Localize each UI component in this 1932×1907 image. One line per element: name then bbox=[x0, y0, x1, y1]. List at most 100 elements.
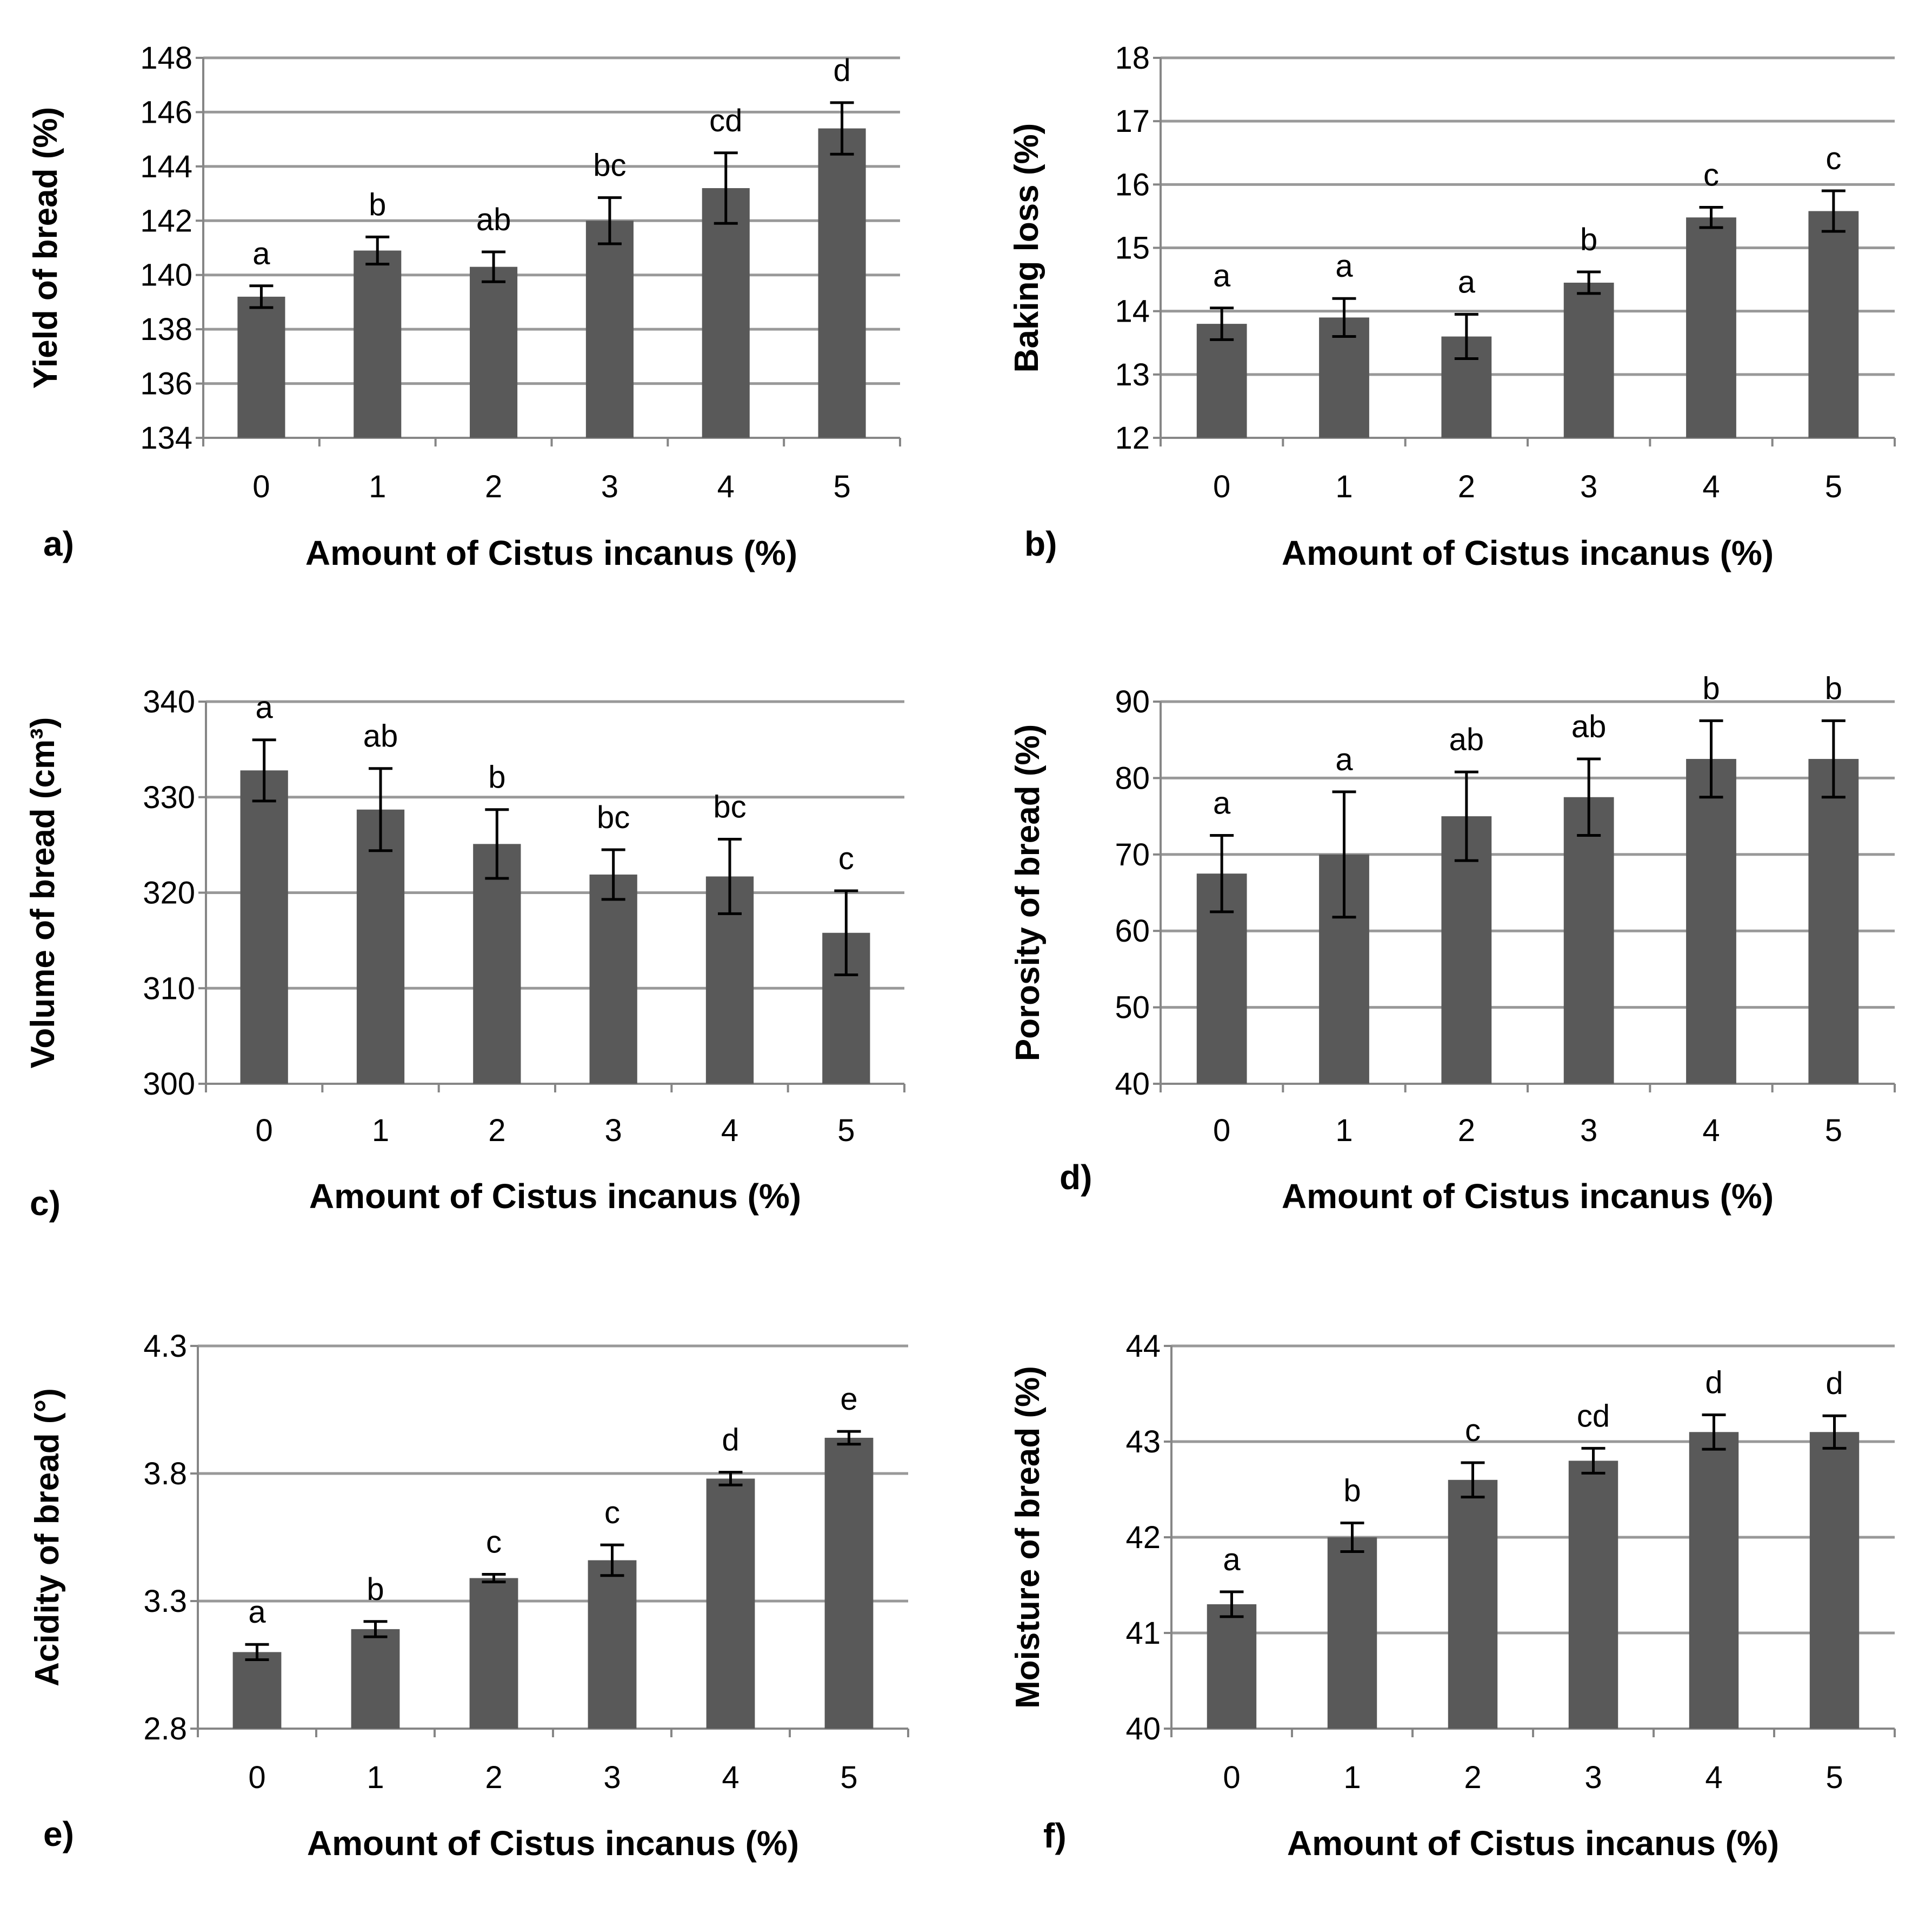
x-tick-label: 5 bbox=[1825, 1113, 1842, 1148]
significance-letter: e bbox=[840, 1382, 857, 1417]
x-tick-label: 0 bbox=[1223, 1760, 1240, 1795]
x-tick-label: 2 bbox=[1458, 1113, 1475, 1148]
x-tick-label: 2 bbox=[485, 1760, 502, 1795]
x-tick-label: 1 bbox=[1343, 1760, 1361, 1795]
significance-letter: c bbox=[1465, 1413, 1481, 1448]
significance-letter: a bbox=[1213, 258, 1231, 294]
y-tick-label: 310 bbox=[143, 971, 195, 1006]
bar bbox=[469, 1578, 518, 1729]
significance-letter: ab bbox=[476, 202, 511, 237]
significance-letter: cd bbox=[1577, 1398, 1610, 1433]
x-axis-label: Amount of Cistus incanus (%) bbox=[307, 1824, 799, 1863]
significance-letter: c bbox=[838, 841, 854, 876]
y-tick-label: 300 bbox=[143, 1066, 195, 1102]
x-tick-label: 0 bbox=[1213, 469, 1230, 504]
bar bbox=[824, 1437, 874, 1729]
bar bbox=[1809, 1432, 1860, 1729]
y-tick-label: 18 bbox=[1115, 41, 1150, 76]
significance-letter: bc bbox=[713, 790, 746, 825]
y-tick-label: 16 bbox=[1115, 167, 1150, 202]
bar bbox=[1196, 324, 1247, 438]
y-tick-label: 12 bbox=[1115, 421, 1150, 456]
significance-letter: a bbox=[252, 236, 270, 271]
x-tick-label: 3 bbox=[1584, 1760, 1602, 1795]
y-tick-label: 14 bbox=[1115, 294, 1150, 329]
significance-letter: b bbox=[1825, 671, 1842, 706]
significance-letter: cd bbox=[709, 103, 742, 138]
x-tick-label: 2 bbox=[1458, 469, 1475, 504]
panel-label: d) bbox=[1060, 1158, 1092, 1197]
x-tick-label: 4 bbox=[721, 1113, 738, 1148]
x-axis-label: Amount of Cistus incanus (%) bbox=[1287, 1824, 1779, 1863]
bar bbox=[1686, 759, 1736, 1084]
y-tick-label: 4.3 bbox=[143, 1329, 187, 1364]
y-tick-label: 40 bbox=[1115, 1066, 1150, 1102]
significance-letter: bc bbox=[593, 148, 626, 183]
y-axis-label: Moisture of bread (%) bbox=[1009, 1366, 1047, 1709]
panel-label: f) bbox=[1043, 1816, 1067, 1855]
y-axis-label: Porosity of bread (%) bbox=[1009, 724, 1047, 1062]
bar bbox=[702, 188, 750, 438]
y-tick-label: 50 bbox=[1115, 990, 1150, 1025]
y-tick-label: 17 bbox=[1115, 104, 1150, 139]
bar bbox=[1448, 1479, 1498, 1729]
x-tick-label: 2 bbox=[485, 469, 502, 504]
bar bbox=[1207, 1604, 1257, 1729]
significance-letter: d bbox=[1826, 1366, 1843, 1401]
bar bbox=[240, 770, 288, 1084]
x-tick-label: 3 bbox=[603, 1760, 621, 1795]
significance-letter: ab bbox=[1571, 709, 1607, 744]
significance-letter: b bbox=[488, 760, 505, 795]
y-tick-label: 41 bbox=[1125, 1616, 1161, 1651]
y-tick-label: 340 bbox=[143, 684, 195, 719]
bar bbox=[470, 266, 518, 438]
bar bbox=[1686, 217, 1736, 438]
x-tick-label: 0 bbox=[248, 1760, 265, 1795]
x-tick-label: 0 bbox=[252, 469, 270, 504]
significance-letter: a bbox=[1223, 1542, 1241, 1577]
x-tick-label: 5 bbox=[833, 469, 850, 504]
bar bbox=[232, 1652, 282, 1729]
x-axis-label: Amount of Cistus incanus (%) bbox=[309, 1177, 801, 1216]
significance-letter: c bbox=[1826, 141, 1841, 176]
y-axis-label: Yield of bread (%) bbox=[27, 107, 64, 389]
significance-letter: d bbox=[1705, 1365, 1722, 1400]
y-tick-label: 40 bbox=[1125, 1711, 1161, 1746]
significance-letter: c bbox=[1703, 158, 1719, 193]
bar bbox=[1808, 211, 1859, 438]
significance-letter: ab bbox=[1449, 722, 1484, 757]
bar bbox=[1808, 759, 1859, 1084]
x-tick-label: 3 bbox=[605, 1113, 622, 1148]
y-axis-label: Volume of bread (cm³) bbox=[24, 717, 62, 1069]
bar bbox=[818, 128, 866, 438]
x-tick-label: 4 bbox=[717, 469, 735, 504]
significance-letter: b bbox=[1702, 671, 1720, 706]
significance-letter: d bbox=[722, 1423, 739, 1458]
significance-letter: ab bbox=[363, 719, 398, 754]
significance-letter: d bbox=[833, 53, 850, 88]
x-tick-label: 4 bbox=[1702, 1113, 1720, 1148]
bar bbox=[354, 250, 402, 438]
x-axis-label: Amount of Cistus incanus (%) bbox=[305, 534, 797, 572]
significance-letter: c bbox=[604, 1495, 620, 1530]
y-axis-label: Baking loss (%) bbox=[1008, 123, 1045, 373]
y-tick-label: 44 bbox=[1125, 1329, 1161, 1364]
significance-letter: b bbox=[1343, 1473, 1361, 1508]
significance-letter: c bbox=[486, 1524, 502, 1559]
x-tick-label: 1 bbox=[367, 1760, 384, 1795]
significance-letter: b bbox=[367, 1572, 384, 1607]
y-tick-label: 15 bbox=[1115, 231, 1150, 266]
y-tick-label: 70 bbox=[1115, 837, 1150, 872]
bar bbox=[585, 221, 634, 438]
y-tick-label: 80 bbox=[1115, 761, 1150, 796]
significance-letter: a bbox=[1335, 742, 1353, 777]
chart-panel-e: 2.8 3.3 3.8 4.3 a 0 b 1 c 2 c 3 d 4 e 5 Amount of Cistus… bbox=[29, 1329, 909, 1863]
panel-label: b) bbox=[1024, 524, 1057, 563]
y-tick-label: 43 bbox=[1125, 1424, 1161, 1459]
y-tick-label: 138 bbox=[140, 312, 192, 347]
y-tick-label: 42 bbox=[1125, 1520, 1161, 1555]
x-tick-label: 4 bbox=[722, 1760, 739, 1795]
bar bbox=[1563, 282, 1614, 438]
x-tick-label: 5 bbox=[1825, 469, 1842, 504]
significance-letter: b bbox=[369, 187, 386, 222]
